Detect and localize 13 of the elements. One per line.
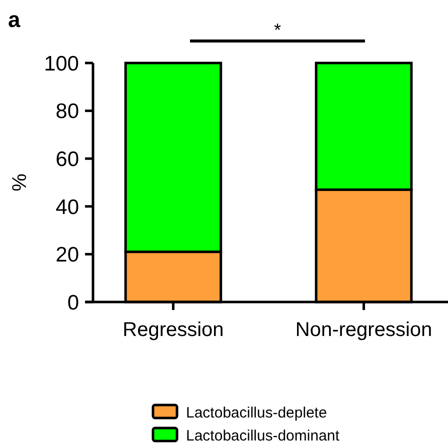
legend-label: Lactobacillus-deplete <box>186 404 327 422</box>
x-tick-label: Regression <box>122 319 224 341</box>
text: a <box>8 7 21 32</box>
y-axis-title: % <box>9 173 31 192</box>
x-tick-label: Non-regression <box>295 319 432 341</box>
legend-label: Lactobacillus-dominant <box>186 427 340 444</box>
y-tick-label: 60 <box>56 148 79 171</box>
y-tick-label: 80 <box>56 100 79 124</box>
text: * <box>274 20 282 40</box>
y-tick-label: 0 <box>67 291 79 314</box>
y-tick-label: 40 <box>56 196 79 219</box>
y-tick-label: 20 <box>56 244 79 267</box>
y-tick-label: 100 <box>44 52 79 76</box>
